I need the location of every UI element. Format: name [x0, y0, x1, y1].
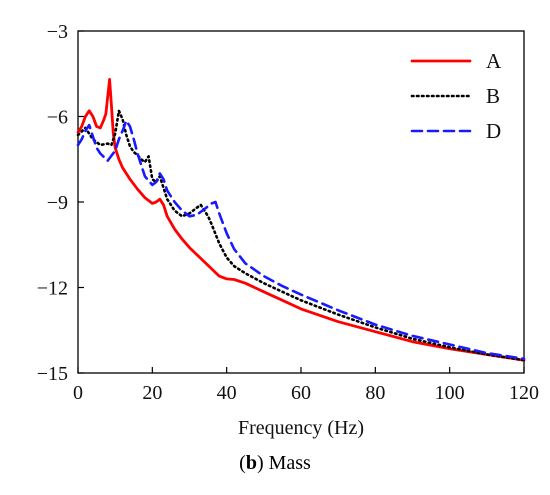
- legend: ABD: [410, 49, 502, 143]
- x-axis-title: Frequency (Hz): [238, 417, 364, 439]
- x-tick-label: 40: [217, 382, 237, 404]
- legend-label-a: A: [486, 49, 502, 73]
- x-tick-label: 60: [291, 382, 311, 404]
- y-tick-label: −15: [37, 363, 68, 385]
- legend-label-d: D: [486, 119, 501, 143]
- y-tick-label: −3: [47, 21, 68, 43]
- series-layer: [76, 78, 526, 362]
- x-tick-label: 80: [365, 382, 385, 404]
- y-tick-label: −6: [47, 107, 68, 129]
- x-tick-label: 20: [142, 382, 162, 404]
- figure-caption: (b) Mass: [0, 452, 550, 475]
- series-line-a: [76, 78, 526, 362]
- x-tick-label: 100: [435, 382, 465, 404]
- y-tick-label: −9: [47, 192, 68, 214]
- caption-suffix: ) Mass: [256, 452, 311, 474]
- legend-label-b: B: [486, 84, 500, 108]
- plot-frame: [77, 30, 525, 374]
- x-tick-label: 120: [509, 382, 539, 404]
- tick-layer: 0 20 40 60 80 100 120 −15 −12 −9 −6 −3: [37, 21, 539, 404]
- x-tick-label: 0: [73, 382, 83, 404]
- caption-bold-letter: b: [245, 452, 257, 474]
- y-tick-label: −12: [37, 278, 68, 300]
- series-line-b: [76, 109, 526, 362]
- chart: 0 20 40 60 80 100 120 −15 −12 −9 −6 −3 Frequency (H…: [37, 21, 539, 439]
- caption-prefix: (: [239, 452, 246, 474]
- series-line-d: [76, 119, 526, 361]
